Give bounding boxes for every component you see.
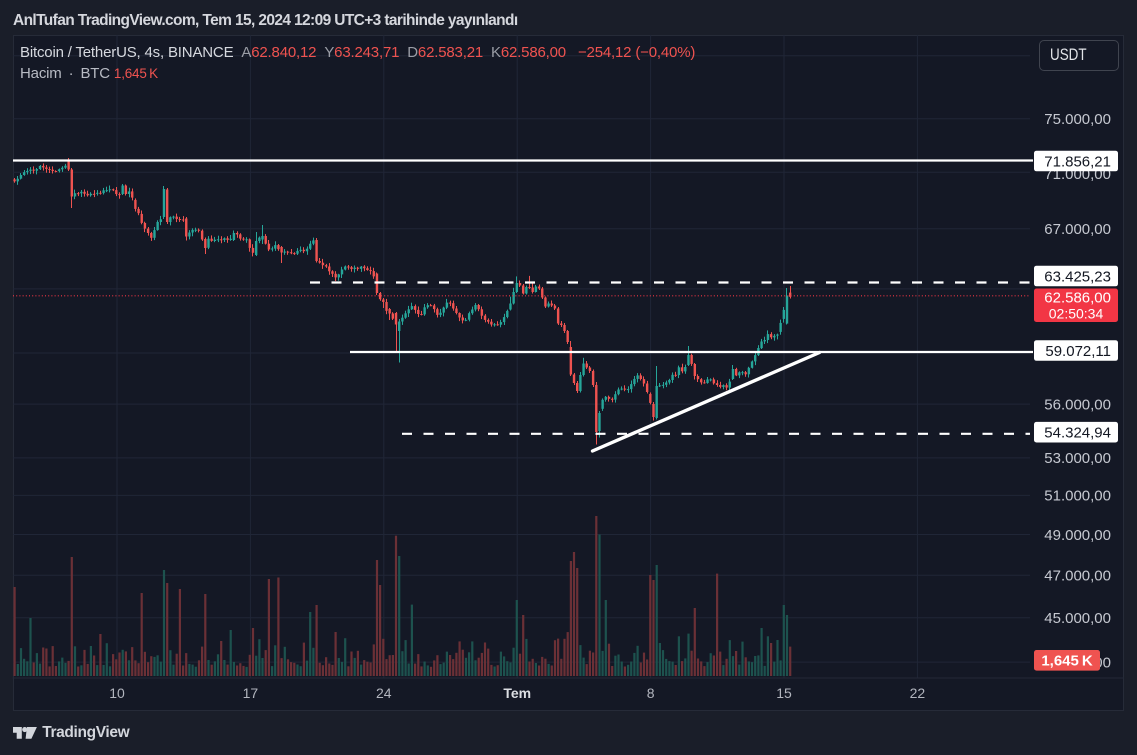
svg-text:Tem: Tem — [503, 685, 531, 701]
svg-text:1,645 K: 1,645 K — [1041, 653, 1093, 670]
svg-text:45.000,00: 45.000,00 — [1044, 610, 1111, 627]
svg-text:15: 15 — [776, 685, 792, 701]
svg-text:10: 10 — [109, 685, 125, 701]
svg-text:59.072,11: 59.072,11 — [1045, 343, 1111, 360]
svg-text:02:50:34: 02:50:34 — [1049, 305, 1104, 321]
svg-text:67.000,00: 67.000,00 — [1044, 221, 1111, 238]
svg-text:71.856,21: 71.856,21 — [1044, 153, 1111, 170]
svg-text:54.324,94: 54.324,94 — [1044, 425, 1111, 442]
svg-text:62.586,00: 62.586,00 — [1044, 289, 1111, 306]
svg-text:24: 24 — [376, 685, 392, 701]
svg-text:17: 17 — [243, 685, 259, 701]
svg-text:53.000,00: 53.000,00 — [1044, 450, 1111, 467]
svg-text:22: 22 — [910, 685, 926, 701]
svg-text:49.000,00: 49.000,00 — [1044, 527, 1111, 544]
svg-text:63.425,23: 63.425,23 — [1044, 268, 1111, 285]
svg-text:51.000,00: 51.000,00 — [1044, 488, 1111, 505]
svg-text:8: 8 — [647, 685, 655, 701]
svg-text:47.000,00: 47.000,00 — [1044, 568, 1111, 585]
svg-text:56.000,00: 56.000,00 — [1044, 396, 1111, 413]
svg-text:75.000,00: 75.000,00 — [1044, 111, 1111, 128]
